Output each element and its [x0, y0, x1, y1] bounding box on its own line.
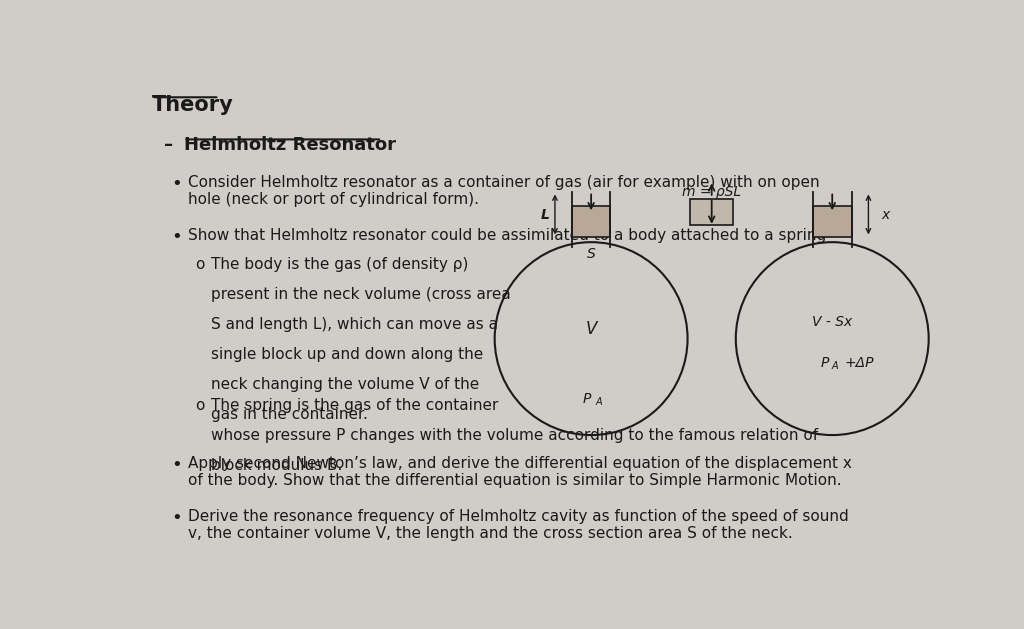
- Text: gas in the container.: gas in the container.: [211, 407, 369, 422]
- Text: o: o: [196, 398, 205, 413]
- Text: A: A: [831, 361, 839, 371]
- Text: The body is the gas (of density ρ): The body is the gas (of density ρ): [211, 257, 469, 272]
- Text: Consider Helmholtz resonator as a container of gas (air for example) with on ope: Consider Helmholtz resonator as a contai…: [187, 175, 819, 207]
- Text: single block up and down along the: single block up and down along the: [211, 347, 483, 362]
- Text: neck changing the volume V of the: neck changing the volume V of the: [211, 377, 479, 392]
- Bar: [571, 206, 610, 237]
- Text: Apply second Newton’s law, and derive the differential equation of the displacem: Apply second Newton’s law, and derive th…: [187, 455, 851, 488]
- Text: The spring is the gas of the container: The spring is the gas of the container: [211, 398, 499, 413]
- Text: •: •: [172, 509, 182, 527]
- Text: Theory: Theory: [152, 95, 233, 115]
- Bar: [690, 199, 733, 225]
- Text: S and length L), which can move as a: S and length L), which can move as a: [211, 317, 499, 332]
- Text: Show that Helmholtz resonator could be assimilated to a body attached to a sprin: Show that Helmholtz resonator could be a…: [187, 228, 825, 243]
- Text: V - Sx: V - Sx: [812, 314, 852, 329]
- Text: –: –: [164, 136, 173, 154]
- Text: o: o: [196, 257, 205, 272]
- Text: V: V: [586, 320, 597, 338]
- Text: whose pressure P changes with the volume according to the famous relation of: whose pressure P changes with the volume…: [211, 428, 818, 443]
- Text: •: •: [172, 455, 182, 474]
- Text: block modulus B.: block modulus B.: [211, 458, 343, 472]
- Text: x: x: [882, 208, 890, 221]
- Text: Helmholtz Resonator: Helmholtz Resonator: [183, 136, 395, 154]
- Text: present in the neck volume (cross area: present in the neck volume (cross area: [211, 287, 511, 302]
- Text: P: P: [583, 392, 592, 406]
- Text: A: A: [595, 398, 602, 407]
- Text: m = ρSL: m = ρSL: [682, 184, 741, 199]
- Text: L: L: [541, 208, 550, 221]
- Text: P: P: [821, 356, 829, 370]
- Text: S: S: [587, 247, 596, 261]
- Text: +ΔP: +ΔP: [845, 356, 873, 370]
- Text: •: •: [172, 228, 182, 246]
- Text: •: •: [172, 175, 182, 192]
- Bar: [813, 206, 852, 237]
- Text: Derive the resonance frequency of Helmholtz cavity as function of the speed of s: Derive the resonance frequency of Helmho…: [187, 509, 848, 542]
